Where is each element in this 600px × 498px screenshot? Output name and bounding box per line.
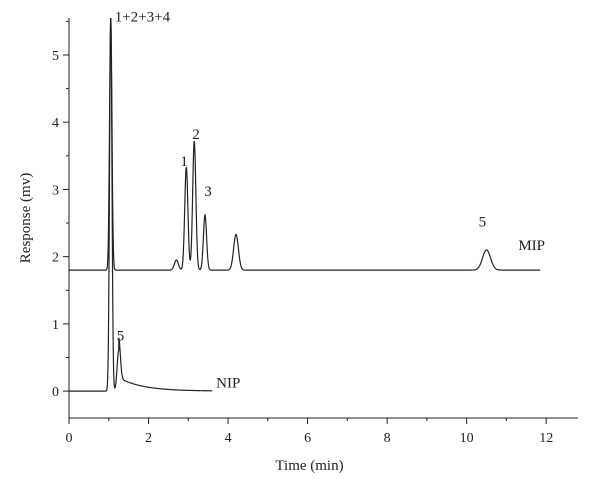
annotation-3: 3 <box>204 184 212 200</box>
annotation-0: 1+2+3+4 <box>115 9 171 25</box>
x-tick-label: 6 <box>304 431 311 446</box>
series-line-mip <box>69 17 541 271</box>
x-tick-label: 2 <box>145 431 152 446</box>
annotation-7: NIP <box>216 376 240 392</box>
plot-area <box>69 17 541 392</box>
y-tick-label: 5 <box>52 49 59 64</box>
annotation-4: 5 <box>479 214 487 230</box>
annotation-6: 5 <box>117 329 125 345</box>
annotations: 1+2+3+4 12 3 5 MIP 5 NIP <box>115 9 545 391</box>
x-tick-label: 4 <box>225 431 232 446</box>
y-tick-label: 3 <box>52 183 59 198</box>
annotation-5: MIP <box>518 238 545 254</box>
x-tick-label: 12 <box>539 431 553 446</box>
annotation-2: 2 <box>192 127 200 143</box>
y-tick-label: 2 <box>52 251 59 266</box>
x-tick-label: 0 <box>66 431 73 446</box>
y-tick-label: 4 <box>52 116 59 131</box>
y-axis-label: Response (mv) <box>18 173 34 263</box>
series-line-nip <box>69 17 213 392</box>
y-tick-label: 1 <box>52 318 59 333</box>
x-tick-label: 10 <box>460 431 474 446</box>
y-tick-label: 0 <box>52 385 59 400</box>
annotation-1: 1 <box>180 154 188 170</box>
axes <box>68 18 578 419</box>
x-tick-label: 8 <box>384 431 391 446</box>
x-axis-label: Time (min) <box>275 458 343 474</box>
